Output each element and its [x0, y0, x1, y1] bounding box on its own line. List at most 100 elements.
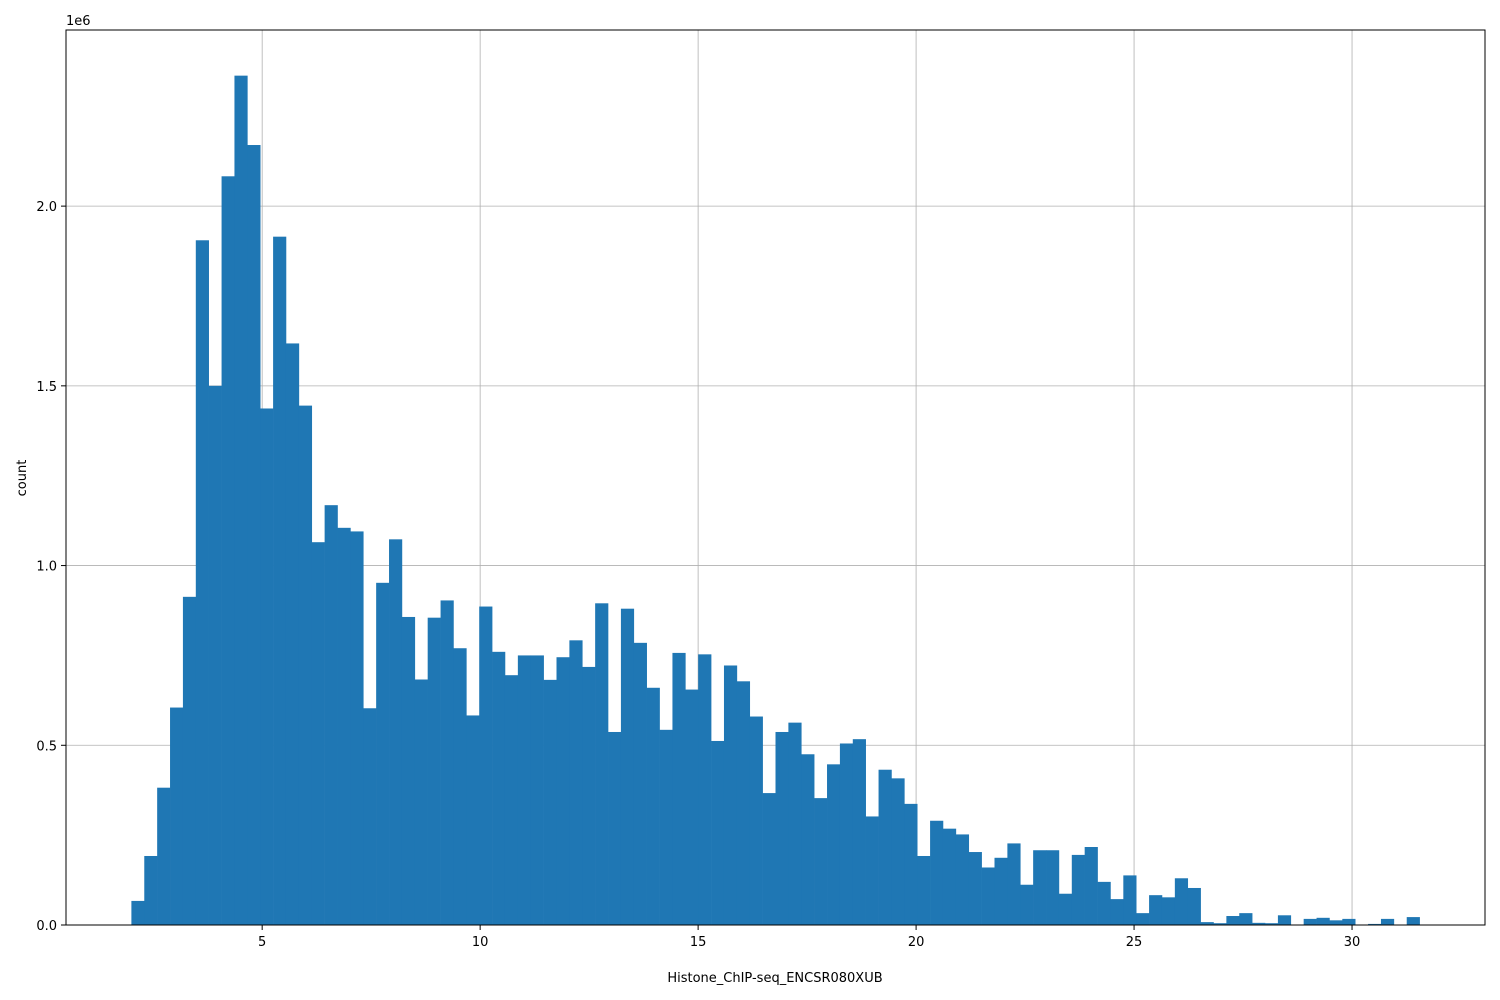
- histogram-bar: [337, 527, 351, 925]
- histogram-bar: [298, 405, 313, 926]
- histogram-bar: [1380, 918, 1395, 925]
- histogram-bar: [1123, 875, 1137, 925]
- histogram-bar: [1110, 899, 1124, 925]
- histogram-bar: [440, 600, 454, 925]
- histogram-bar: [1303, 918, 1317, 925]
- histogram-bar: [569, 640, 583, 925]
- histogram-bar: [479, 606, 493, 925]
- histogram-bar: [852, 739, 866, 925]
- y-tick-label: 0.5: [36, 739, 57, 754]
- x-tick-label: 25: [1126, 935, 1143, 950]
- histogram-bar: [389, 539, 403, 925]
- histogram-bar: [736, 681, 751, 925]
- histogram-bar: [170, 707, 184, 925]
- histogram-bar: [749, 716, 763, 925]
- histogram-bars: [131, 75, 1420, 926]
- histogram-bar: [273, 236, 287, 926]
- histogram-bar: [891, 778, 905, 925]
- histogram-bar: [350, 531, 364, 925]
- x-tick-label: 30: [1344, 935, 1361, 950]
- histogram-bar: [788, 722, 802, 925]
- histogram-bar: [195, 240, 209, 925]
- histogram-bar: [1200, 922, 1214, 925]
- histogram-bar: [401, 616, 416, 925]
- x-axis-label: Histone_ChIP-seq_ENCSR080XUB: [667, 971, 882, 986]
- histogram-bar: [968, 852, 982, 925]
- histogram-bar: [363, 708, 377, 925]
- histogram-bar: [1097, 881, 1111, 925]
- histogram-bar: [1239, 913, 1253, 925]
- histogram-bar: [1252, 922, 1266, 925]
- histogram-bar: [1368, 923, 1382, 925]
- histogram-bar: [427, 617, 441, 925]
- histogram-bar: [801, 754, 815, 925]
- histogram-bar: [917, 855, 931, 925]
- y-axis-offset-text: 1e6: [66, 14, 91, 29]
- histogram-bar: [904, 803, 918, 925]
- histogram-bar: [955, 834, 970, 925]
- histogram-bar: [685, 689, 699, 925]
- y-tick-label: 1.5: [36, 380, 57, 395]
- x-tick-label: 10: [472, 935, 489, 950]
- histogram-bar: [711, 740, 725, 925]
- histogram-bar: [698, 654, 712, 925]
- histogram-bar: [492, 651, 506, 925]
- histogram-bar: [930, 820, 944, 925]
- x-tick-label: 5: [258, 935, 266, 950]
- histogram-bar: [865, 816, 879, 925]
- histogram-bar: [182, 596, 197, 925]
- x-axis-ticks: 5 10 15 20 25 30: [258, 925, 1360, 950]
- histogram-bar: [1136, 913, 1150, 925]
- histogram-bar: [994, 857, 1008, 925]
- histogram-bar: [620, 608, 635, 925]
- histogram-bar: [595, 603, 609, 925]
- y-axis-label: count: [15, 460, 30, 497]
- x-tick-label: 15: [690, 935, 707, 950]
- histogram-bar: [221, 176, 235, 926]
- histogram-bar: [827, 764, 841, 925]
- y-tick-label: 1.0: [36, 560, 57, 575]
- histogram-bar: [1071, 854, 1085, 925]
- histogram-bar: [1020, 884, 1034, 925]
- histogram-bar: [981, 867, 995, 925]
- histogram-bar: [530, 655, 544, 925]
- histogram-bar: [762, 793, 776, 925]
- histogram-bar: [814, 798, 828, 925]
- histogram-bar: [376, 582, 390, 925]
- y-axis-ticks: 0.0 0.5 1.0 1.5 2.0: [36, 200, 66, 934]
- histogram-bar: [144, 855, 158, 925]
- histogram-bar: [1033, 850, 1047, 925]
- histogram-bar: [504, 675, 519, 925]
- histogram-bar: [1187, 887, 1201, 925]
- histogram-bar: [1265, 923, 1279, 925]
- histogram-bar: [324, 505, 338, 925]
- x-tick-label: 20: [908, 935, 925, 950]
- histogram-bar: [517, 655, 532, 925]
- histogram-bar: [247, 145, 261, 925]
- histogram-bar: [1084, 847, 1098, 925]
- histogram-bar: [260, 408, 274, 926]
- histogram-bar: [1058, 893, 1073, 925]
- histogram-bar: [1046, 850, 1060, 925]
- histogram-bar: [1007, 843, 1021, 925]
- histogram-bar: [543, 679, 557, 925]
- histogram-bar: [942, 828, 957, 925]
- histogram-bar: [131, 900, 145, 925]
- histogram-bar: [311, 542, 325, 925]
- histogram-bar: [556, 657, 570, 925]
- histogram-bar: [1174, 878, 1189, 925]
- histogram-bar: [1277, 915, 1292, 925]
- histogram-bar: [234, 75, 248, 925]
- histogram-bar: [1316, 917, 1330, 925]
- histogram-bar: [208, 385, 222, 925]
- y-tick-label: 2.0: [36, 200, 57, 215]
- histogram-bar: [1226, 916, 1240, 925]
- histogram-bar: [775, 731, 789, 925]
- histogram-bar: [1149, 895, 1163, 925]
- histogram-bar: [1406, 917, 1420, 925]
- histogram-bar: [1342, 918, 1356, 925]
- histogram-bar: [878, 769, 892, 925]
- histogram-bar: [1161, 897, 1176, 925]
- histogram-bar: [414, 679, 428, 925]
